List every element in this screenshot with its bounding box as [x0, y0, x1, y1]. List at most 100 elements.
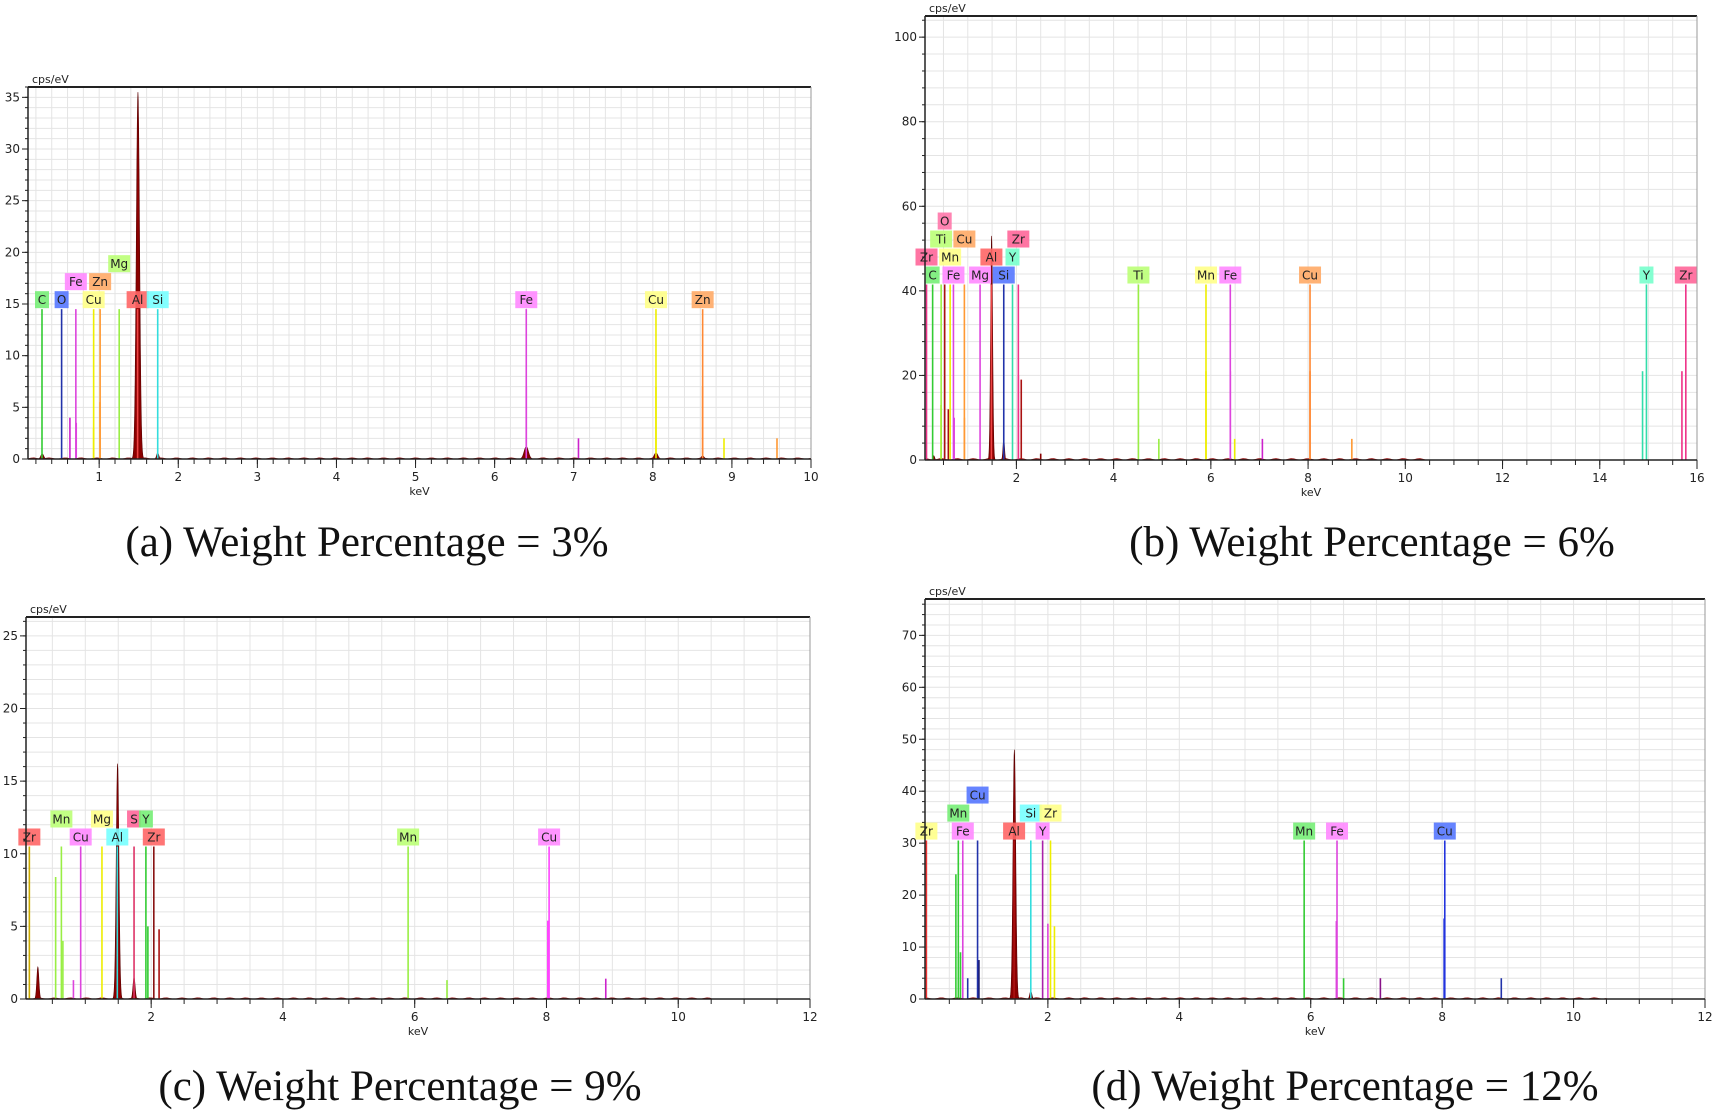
- element-label-box: [1433, 822, 1456, 840]
- x-tick-label: 8: [1304, 471, 1312, 485]
- y-tick-label: 10: [5, 349, 20, 363]
- element-label-box: [930, 230, 953, 248]
- x-tick-label: 8: [543, 1010, 551, 1024]
- element-label-box: [1005, 248, 1020, 266]
- element-label-box: [966, 786, 989, 804]
- element-label: Ti: [1132, 269, 1143, 283]
- x-tick-label: 8: [1438, 1010, 1446, 1024]
- element-label: S: [130, 812, 138, 826]
- element-label-box: [34, 291, 49, 309]
- x-tick-label: 6: [491, 470, 499, 484]
- y-tick-label: 0: [909, 453, 917, 467]
- y-axis-unit: cps/eV: [32, 73, 69, 86]
- element-label: C: [38, 293, 46, 307]
- element-label: Mg: [971, 269, 989, 283]
- y-tick-label: 15: [3, 774, 18, 788]
- y-tick-label: 80: [902, 115, 917, 129]
- element-label-box: [69, 828, 92, 846]
- element-label-box: [64, 273, 87, 291]
- element-label: Fe: [956, 825, 970, 839]
- element-label: Fe: [947, 269, 961, 283]
- x-tick-label: 5: [412, 470, 420, 484]
- element-label: Zr: [920, 825, 933, 839]
- element-label: Mn: [941, 251, 959, 265]
- y-tick-label: 100: [894, 30, 917, 44]
- element-label-box: [1019, 804, 1042, 822]
- element-label: Cu: [1302, 269, 1318, 283]
- caption-a: (a) Weight Percentage = 3%: [125, 519, 609, 566]
- y-tick-label: 25: [5, 194, 20, 208]
- element-label: Zr: [1012, 233, 1025, 247]
- x-tick-label: 12: [1495, 471, 1510, 485]
- y-tick-label: 0: [10, 992, 18, 1006]
- element-label-box: [925, 266, 940, 284]
- element-label: Fe: [519, 293, 533, 307]
- x-axis-label: keV: [408, 1025, 429, 1038]
- x-tick-label: 14: [1592, 471, 1607, 485]
- y-tick-label: 40: [902, 784, 917, 798]
- element-label-box: [1299, 266, 1322, 284]
- element-label-box: [1007, 230, 1030, 248]
- element-label: Si: [152, 293, 163, 307]
- y-tick-label: 70: [902, 628, 917, 642]
- y-tick-label: 60: [902, 199, 917, 213]
- element-label: Mg: [110, 257, 128, 271]
- y-tick-label: 30: [5, 142, 20, 156]
- x-tick-label: 12: [802, 1010, 817, 1024]
- element-label: Y: [141, 812, 150, 826]
- element-label: Zr: [23, 830, 36, 844]
- y-axis-unit: cps/eV: [30, 603, 67, 616]
- y-tick-label: 60: [902, 680, 917, 694]
- element-label: Al: [986, 251, 998, 265]
- y-tick-label: 25: [3, 629, 18, 643]
- element-label-box: [515, 291, 538, 309]
- element-label: Mn: [1295, 825, 1313, 839]
- element-label-box: [1127, 266, 1150, 284]
- element-label: Fe: [1223, 269, 1237, 283]
- element-label-box: [942, 266, 965, 284]
- x-tick-label: 9: [728, 470, 736, 484]
- element-label-box: [691, 291, 714, 309]
- y-tick-label: 5: [10, 919, 18, 933]
- x-tick-label: 1: [95, 470, 103, 484]
- element-label-box: [1194, 266, 1217, 284]
- x-tick-label: 10: [671, 1010, 686, 1024]
- element-label-box: [397, 828, 420, 846]
- element-label: O: [940, 215, 949, 229]
- element-label: Fe: [69, 275, 83, 289]
- y-tick-label: 0: [12, 452, 20, 466]
- element-label-box: [1293, 822, 1316, 840]
- element-label-box: [1326, 822, 1349, 840]
- element-label: Zr: [920, 251, 933, 265]
- element-label-box: [992, 266, 1015, 284]
- element-label-box: [937, 212, 952, 230]
- x-tick-label: 6: [1307, 1010, 1315, 1024]
- x-axis-label: keV: [1301, 486, 1322, 499]
- element-label: Cu: [970, 789, 986, 803]
- y-tick-label: 30: [902, 836, 917, 850]
- x-tick-label: 2: [1013, 471, 1021, 485]
- element-label-box: [138, 810, 153, 828]
- element-label-box: [1639, 266, 1654, 284]
- element-label: Al: [112, 830, 124, 844]
- x-tick-label: 6: [411, 1010, 419, 1024]
- x-axis-label: keV: [409, 485, 430, 498]
- x-tick-label: 4: [1110, 471, 1118, 485]
- element-label-box: [127, 810, 142, 828]
- x-tick-label: 2: [1044, 1010, 1052, 1024]
- element-label-box: [953, 230, 976, 248]
- x-tick-label: 4: [333, 470, 341, 484]
- element-label: Cu: [1437, 825, 1453, 839]
- y-tick-label: 20: [3, 702, 18, 716]
- element-label: Y: [1642, 269, 1651, 283]
- x-tick-label: 2: [147, 1010, 155, 1024]
- x-tick-label: 10: [1398, 471, 1413, 485]
- x-tick-label: 4: [1175, 1010, 1183, 1024]
- caption-c: (c) Weight Percentage = 9%: [158, 1063, 642, 1110]
- x-tick-label: 10: [803, 470, 818, 484]
- element-label-box: [106, 828, 129, 846]
